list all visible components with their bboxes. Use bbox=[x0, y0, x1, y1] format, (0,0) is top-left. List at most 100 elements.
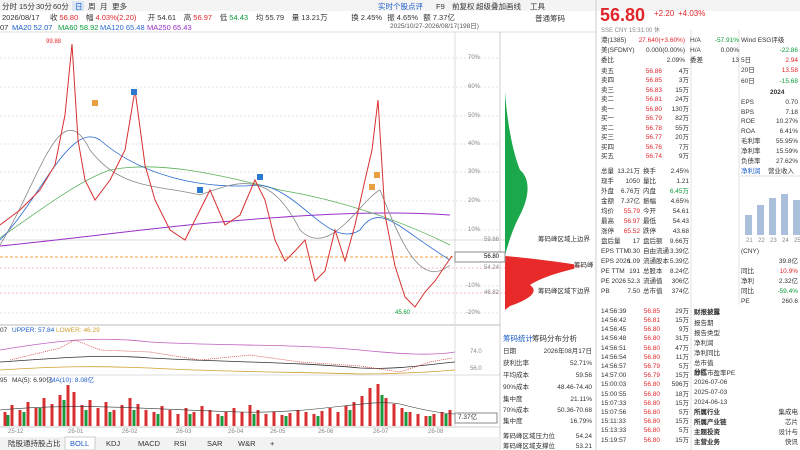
fin-label: 毛利率 bbox=[741, 137, 761, 145]
indicator-tab[interactable]: MACD bbox=[138, 438, 161, 448]
period-tab[interactable]: 60分 bbox=[53, 1, 69, 11]
summary-label: 同比 bbox=[741, 267, 754, 275]
year-label: 21 bbox=[746, 238, 753, 244]
report-item: 总市值 bbox=[694, 359, 714, 367]
book-volume: 20万 bbox=[675, 134, 689, 142]
price-axis-label: 54.24 bbox=[483, 265, 499, 271]
period-tab[interactable]: 30分 bbox=[36, 1, 52, 11]
return-label: 5日 bbox=[741, 56, 752, 64]
fin-value: 15.59% bbox=[775, 147, 798, 155]
stat-value: 52.71% bbox=[569, 359, 592, 367]
indicator-tab[interactable]: SAR bbox=[207, 438, 223, 448]
field-value: 55.79 bbox=[265, 12, 285, 22]
stat-label: 量比 bbox=[643, 177, 656, 185]
chip-tab[interactable]: 筹码统计 bbox=[503, 333, 533, 343]
row-value: 13 bbox=[731, 56, 739, 64]
x-axis-label: 26-03 bbox=[176, 429, 192, 435]
return-label: 60日 bbox=[741, 77, 755, 85]
stat-value: 0.30 bbox=[627, 247, 640, 255]
book-level: 买三 bbox=[601, 134, 614, 142]
book-volume: 7万 bbox=[678, 143, 689, 151]
book-level: 买五 bbox=[601, 153, 614, 161]
chip-label: 筹码峰区域下边界 bbox=[538, 287, 590, 297]
indicator-tab[interactable]: RSI bbox=[174, 438, 187, 448]
field-value: 4.03%(2.20) bbox=[95, 12, 137, 22]
book-level: 卖三 bbox=[601, 86, 614, 94]
period-tab[interactable]: 分时 bbox=[2, 1, 17, 11]
field-value: 2026/08/17 bbox=[2, 12, 40, 22]
chip-tab[interactable]: 筹码分布分析 bbox=[532, 333, 577, 343]
volume-ma: MA(10): 8.08亿 bbox=[50, 376, 95, 384]
summary-value: 10.9% bbox=[779, 267, 798, 275]
indicator-tab[interactable]: + bbox=[270, 438, 275, 448]
field-label: 高 bbox=[183, 12, 192, 22]
period-tab[interactable]: 周 bbox=[88, 1, 96, 11]
row-value: 0.000(0.00%) bbox=[645, 46, 685, 54]
tick-volume: 15万 bbox=[675, 316, 689, 324]
tick-volume: 596万 bbox=[671, 381, 689, 389]
stat-label: EPS 2026 bbox=[601, 257, 631, 265]
book-level: 卖一 bbox=[601, 105, 614, 113]
ma-value: MA250 65.43 bbox=[147, 22, 192, 32]
field-value: 54.61 bbox=[157, 12, 177, 22]
tick-volume: 15万 bbox=[675, 418, 689, 426]
tool-button[interactable]: 前复权 bbox=[452, 1, 475, 11]
period-tab[interactable]: 15分 bbox=[19, 1, 35, 11]
x-axis-label: 26-07 bbox=[373, 429, 389, 435]
tick-time: 15:00:03 bbox=[601, 381, 627, 389]
fin-tab[interactable]: 净利润 bbox=[741, 167, 761, 175]
tick-volume: 5万 bbox=[678, 427, 689, 435]
tag-value: 芯片 bbox=[785, 418, 798, 426]
indicator-tab[interactable]: KDJ bbox=[106, 438, 121, 448]
indicator-tab[interactable]: BOLL bbox=[70, 438, 90, 448]
stat-label: PE 2026 bbox=[601, 277, 626, 285]
tick-time: 14:57:00 bbox=[601, 372, 627, 380]
period-tab[interactable]: 更多 bbox=[112, 1, 127, 11]
tool-button[interactable]: 画线 bbox=[506, 1, 521, 11]
pct-axis-label: 10% bbox=[467, 227, 480, 233]
side-value: -22.86 bbox=[779, 46, 798, 54]
stat-value: 1050 bbox=[625, 177, 640, 185]
tag-label: 所属行业 bbox=[694, 408, 720, 416]
year-label: 23 bbox=[770, 238, 777, 244]
field-value: 2.45% bbox=[360, 12, 383, 22]
stat-value: 4.65% bbox=[670, 197, 689, 205]
period-tab[interactable]: 日 bbox=[75, 1, 83, 11]
stat-value: 48.46-74.40 bbox=[557, 383, 592, 391]
tick-time: 14:56:54 bbox=[601, 353, 627, 361]
boll-value: UPPER: 57.84 bbox=[12, 326, 55, 334]
summary-label: 同比 bbox=[741, 287, 754, 295]
stat-label: 总股本 bbox=[643, 267, 663, 275]
stat-label: 跌停 bbox=[643, 227, 656, 235]
year-label: 25 bbox=[794, 238, 800, 244]
indicator-tab[interactable]: 陆股通持股占比 bbox=[8, 438, 61, 448]
fin-tab[interactable]: 营业收入 bbox=[768, 167, 794, 175]
summary-label: PE bbox=[741, 297, 750, 305]
tool-button[interactable]: 工具 bbox=[530, 1, 545, 11]
stat-value: 1.09 bbox=[627, 257, 640, 265]
report-item: 净利润 bbox=[694, 339, 714, 347]
tick-time: 14:56:42 bbox=[601, 316, 627, 324]
tick-volume: 5万 bbox=[678, 408, 689, 416]
tool-button[interactable]: 实时个股点评 bbox=[378, 1, 423, 11]
stat-value: 5.39亿 bbox=[669, 257, 689, 265]
report-item: 报告类型 bbox=[694, 329, 720, 337]
tick-volume: 15万 bbox=[675, 372, 689, 380]
book-volume: 4万 bbox=[678, 67, 689, 75]
tool-button[interactable]: 超级叠加 bbox=[476, 1, 506, 11]
field-label: 低 bbox=[219, 12, 228, 22]
book-level: 买一 bbox=[601, 115, 614, 123]
return-value: -15.68 bbox=[779, 77, 798, 85]
tick-time: 14:56:48 bbox=[601, 335, 627, 343]
tick-price: 56.80 bbox=[643, 427, 660, 435]
tick-price: 56.80 bbox=[643, 381, 660, 389]
field-value: 54.43 bbox=[229, 12, 249, 22]
period-tab[interactable]: 月 bbox=[100, 1, 108, 11]
indicator-tab[interactable]: W&R bbox=[238, 438, 256, 448]
field-label: 额 bbox=[423, 12, 431, 22]
x-axis-label: 26-04 bbox=[228, 429, 244, 435]
tool-button[interactable]: F9 bbox=[436, 1, 445, 11]
tick-volume: 11万 bbox=[675, 353, 689, 361]
book-volume: 55万 bbox=[675, 124, 689, 132]
x-axis-label: 26-05 bbox=[270, 429, 286, 435]
